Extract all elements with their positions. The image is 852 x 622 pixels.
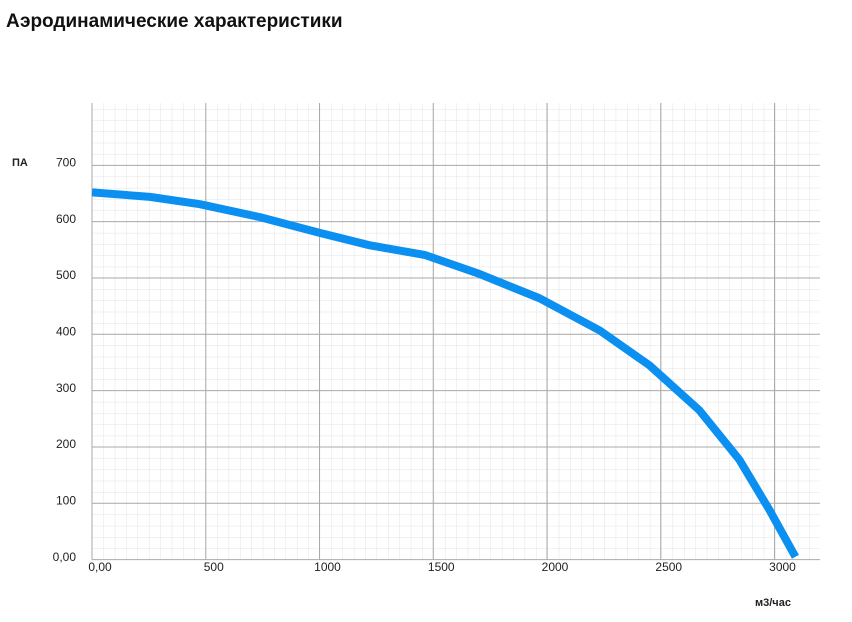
y-tick-label: 600 (56, 212, 76, 226)
y-tick-label: 100 (56, 493, 76, 507)
x-tick-label: 1000 (314, 560, 341, 574)
x-tick-label: 1500 (428, 560, 455, 574)
x-axis-label: м3/час (755, 597, 791, 609)
y-tick-label: 700 (56, 155, 76, 169)
y-axis-label: ПА (12, 157, 28, 169)
x-tick-label: 3000 (769, 560, 796, 574)
line (91, 188, 799, 559)
x-tick-label: 2500 (655, 560, 682, 574)
y-tick-label: 400 (56, 324, 76, 338)
x-tick-label: 0,00 (88, 560, 112, 574)
chart-title: Аэродинамические характеристики (6, 11, 343, 32)
y-tick-label: 500 (56, 268, 76, 282)
y-tick-label: 300 (56, 381, 76, 395)
x-tick-label: 500 (204, 560, 224, 574)
y-tick-label: 200 (56, 437, 76, 451)
fine-grid (92, 103, 820, 559)
x-tick-label: 2000 (542, 560, 569, 574)
y-tick-label: 0,00 (53, 550, 77, 564)
